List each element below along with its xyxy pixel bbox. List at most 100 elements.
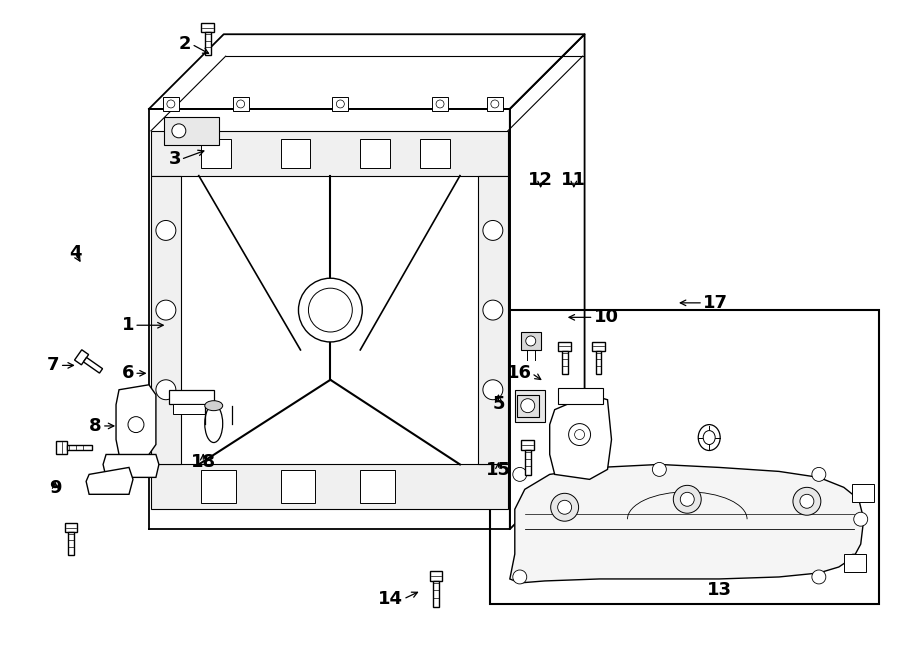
Ellipse shape <box>205 405 222 442</box>
Circle shape <box>483 221 503 241</box>
Bar <box>68 532 74 555</box>
Bar <box>430 571 442 581</box>
Circle shape <box>491 100 499 108</box>
Bar <box>151 465 508 509</box>
Text: 8: 8 <box>89 417 102 435</box>
Bar <box>515 390 544 422</box>
Bar <box>592 342 605 351</box>
Circle shape <box>558 500 572 514</box>
Circle shape <box>156 380 176 400</box>
Circle shape <box>551 493 579 521</box>
Circle shape <box>574 430 585 440</box>
Bar <box>56 442 67 454</box>
Bar <box>521 332 541 350</box>
Bar <box>420 139 450 168</box>
Circle shape <box>812 467 826 481</box>
Text: 17: 17 <box>703 294 728 312</box>
Bar <box>173 404 211 414</box>
Circle shape <box>513 570 526 584</box>
Bar <box>202 23 214 32</box>
Bar <box>169 390 213 404</box>
Circle shape <box>299 278 363 342</box>
Text: 18: 18 <box>191 453 216 471</box>
Bar <box>433 581 439 607</box>
Bar <box>562 351 568 374</box>
Circle shape <box>172 124 185 137</box>
Bar <box>844 554 866 572</box>
Circle shape <box>569 424 590 446</box>
Bar <box>487 97 503 111</box>
Circle shape <box>793 487 821 515</box>
Bar <box>332 97 348 111</box>
Circle shape <box>483 380 503 400</box>
Bar <box>65 524 77 532</box>
Bar <box>201 139 230 168</box>
Circle shape <box>337 100 345 108</box>
Circle shape <box>522 398 537 414</box>
Bar <box>521 440 534 449</box>
Text: 9: 9 <box>49 479 61 498</box>
Bar <box>164 117 219 145</box>
Circle shape <box>156 221 176 241</box>
Circle shape <box>680 492 694 506</box>
Bar <box>558 388 602 404</box>
Bar <box>233 97 248 111</box>
Circle shape <box>652 463 666 477</box>
Bar <box>75 350 88 365</box>
Circle shape <box>483 300 503 320</box>
Circle shape <box>812 570 826 584</box>
Text: 6: 6 <box>122 364 134 382</box>
Bar <box>360 139 391 168</box>
Circle shape <box>309 288 352 332</box>
Circle shape <box>436 100 444 108</box>
Text: 3: 3 <box>168 150 181 169</box>
Text: 4: 4 <box>68 244 81 262</box>
Bar <box>596 351 601 374</box>
Text: 16: 16 <box>507 364 532 382</box>
Bar <box>201 471 236 503</box>
Polygon shape <box>509 465 864 583</box>
Circle shape <box>521 399 535 412</box>
Bar <box>558 342 571 351</box>
Bar <box>281 139 310 168</box>
Polygon shape <box>116 385 156 459</box>
Text: 12: 12 <box>528 171 554 190</box>
Bar <box>517 395 539 416</box>
Bar <box>205 32 211 55</box>
Polygon shape <box>550 395 611 479</box>
Circle shape <box>800 494 814 508</box>
Polygon shape <box>86 467 133 494</box>
Circle shape <box>237 100 245 108</box>
Text: 7: 7 <box>47 356 59 374</box>
Circle shape <box>513 467 526 481</box>
Bar <box>525 449 531 475</box>
Ellipse shape <box>703 430 716 444</box>
Circle shape <box>673 485 701 513</box>
Bar <box>151 131 508 176</box>
Bar <box>84 358 103 373</box>
Circle shape <box>156 300 176 320</box>
Circle shape <box>166 100 175 108</box>
Bar <box>151 176 181 465</box>
Circle shape <box>847 554 860 568</box>
Bar <box>281 471 315 503</box>
Bar <box>851 485 874 502</box>
Bar <box>67 445 92 450</box>
Circle shape <box>128 416 144 432</box>
Ellipse shape <box>205 401 222 410</box>
Text: 5: 5 <box>492 395 505 413</box>
Text: 1: 1 <box>122 316 134 334</box>
Text: 10: 10 <box>594 308 618 327</box>
Bar <box>360 471 395 503</box>
Bar <box>490 310 878 604</box>
Text: 2: 2 <box>179 35 192 53</box>
Polygon shape <box>104 455 159 477</box>
Bar <box>432 97 448 111</box>
Circle shape <box>854 512 868 526</box>
Text: 14: 14 <box>378 590 403 608</box>
Text: 15: 15 <box>486 461 511 479</box>
Text: 11: 11 <box>562 171 586 190</box>
Circle shape <box>526 336 536 346</box>
Bar <box>478 176 508 465</box>
Ellipse shape <box>698 424 720 451</box>
